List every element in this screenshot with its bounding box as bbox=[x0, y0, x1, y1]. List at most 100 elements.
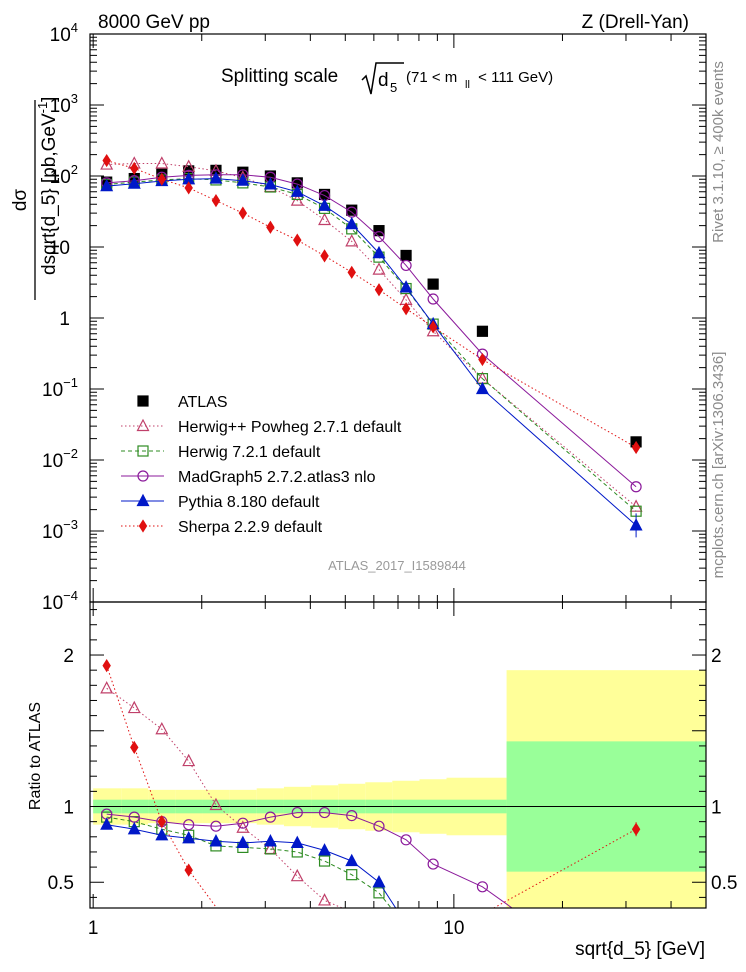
series-line bbox=[106, 812, 513, 908]
plot-title: Splitting scale d 5 (71 < m ll < 111 GeV… bbox=[221, 62, 553, 95]
ylabel-num: dσ bbox=[10, 189, 31, 212]
y-tick-label: 10 bbox=[49, 238, 70, 259]
ratio-point bbox=[184, 863, 193, 877]
ratio-point bbox=[427, 858, 439, 870]
legend-item-herwig-7-2-1-default: Herwig 7.2.1 default bbox=[121, 444, 321, 461]
x-tick-label: 1 bbox=[88, 918, 99, 939]
ratio-point bbox=[102, 659, 111, 673]
data-point bbox=[400, 249, 412, 262]
legend-marker bbox=[137, 445, 149, 457]
legend-marker bbox=[136, 493, 150, 507]
legend-item-sherpa-2-2-9-default: Sherpa 2.2.9 default bbox=[121, 519, 323, 536]
data-point bbox=[426, 323, 440, 337]
data-point bbox=[266, 220, 275, 234]
ratio-point bbox=[209, 797, 223, 811]
ratio-point bbox=[155, 827, 169, 841]
data-point bbox=[373, 225, 385, 237]
title-main: Splitting scale bbox=[221, 66, 338, 87]
data-point bbox=[427, 278, 439, 290]
y-tick-label: 1 bbox=[59, 309, 70, 330]
data-point bbox=[630, 481, 642, 493]
data-point bbox=[184, 181, 193, 195]
main-ylabel: dσ dsqrt{d_5} [pb,GeV-1] bbox=[10, 97, 60, 300]
title-range-end: < 111 GeV) bbox=[474, 69, 553, 86]
ratio-point bbox=[182, 753, 196, 767]
data-point bbox=[478, 352, 487, 367]
ratio-point bbox=[183, 819, 195, 831]
y-tick-label: 10−2 bbox=[42, 446, 78, 472]
series-line bbox=[106, 687, 343, 908]
y-tick-label: 10−4 bbox=[42, 588, 78, 614]
legend-marker bbox=[137, 470, 149, 482]
data-point bbox=[372, 262, 386, 275]
ratio-point bbox=[318, 893, 332, 906]
y-tick-label: 10−3 bbox=[42, 517, 78, 543]
ratio-point bbox=[237, 817, 249, 829]
legend-label: ATLAS bbox=[178, 394, 228, 411]
main-plot: 10−4 10−3 10−2 10−1 1 10 102 103 104 bbox=[42, 20, 707, 614]
ratio-point bbox=[345, 853, 359, 867]
legend-marker bbox=[138, 519, 148, 533]
ratio-point bbox=[291, 806, 303, 819]
legend-marker bbox=[137, 395, 149, 407]
legend-label: Herwig 7.2.1 default bbox=[178, 444, 321, 461]
legend-item-herwig-powheg-2-7-1-default: Herwig++ Powheg 2.7.1 default bbox=[121, 418, 402, 436]
ratio-point bbox=[318, 855, 331, 867]
ratio-point bbox=[100, 817, 114, 830]
ratio-point bbox=[318, 843, 332, 856]
data-point bbox=[290, 184, 304, 197]
ratio-point bbox=[210, 820, 222, 832]
legend-marker bbox=[136, 418, 150, 432]
data-point bbox=[374, 283, 384, 297]
legend-label: Herwig++ Powheg 2.7.1 default bbox=[178, 419, 402, 436]
ratio-point bbox=[290, 835, 304, 848]
legend-label: Sherpa 2.2.9 default bbox=[178, 519, 323, 536]
data-point bbox=[157, 172, 167, 186]
ratio-point bbox=[264, 811, 277, 823]
data-point bbox=[318, 198, 332, 211]
ratio-point bbox=[209, 834, 223, 847]
ratio-y-tick-label-left: 2 bbox=[63, 646, 74, 667]
ratio-point bbox=[157, 815, 167, 829]
data-point bbox=[209, 171, 223, 184]
series-line bbox=[493, 828, 637, 908]
header-right: Z (Drell-Yan) bbox=[582, 12, 689, 33]
ratio-point bbox=[476, 881, 489, 893]
legend-item-pythia-8-180-default: Pythia 8.180 default bbox=[121, 493, 320, 511]
legend-item-atlas: ATLAS bbox=[137, 394, 228, 411]
data-point bbox=[399, 280, 413, 293]
sqrt-sign bbox=[361, 62, 404, 95]
y-tick-label: 10−1 bbox=[42, 375, 78, 401]
ratio-point bbox=[400, 834, 412, 846]
main-frame bbox=[89, 33, 707, 603]
data-point bbox=[401, 302, 411, 316]
ylabel-den: dsqrt{d_5} [pb,GeV-1] bbox=[35, 97, 60, 275]
ratio-series bbox=[100, 659, 641, 908]
legend-item-madgraph5-2-7-2-atlas3-nlo: MadGraph5 2.7.2.atlas3 nlo bbox=[121, 469, 376, 486]
data-point bbox=[373, 231, 385, 243]
ratio-point bbox=[373, 887, 385, 899]
data-point bbox=[400, 259, 412, 272]
data-point bbox=[345, 216, 359, 230]
series-line bbox=[106, 665, 218, 908]
data-point bbox=[318, 212, 332, 226]
series-line bbox=[106, 174, 637, 488]
data-point bbox=[476, 325, 489, 337]
ratio-point bbox=[346, 809, 358, 822]
data-point bbox=[345, 234, 359, 247]
ratio-point bbox=[155, 721, 169, 735]
title-range: (71 < m bbox=[406, 69, 457, 86]
ratio-frame bbox=[89, 601, 707, 909]
ratio-point bbox=[130, 740, 139, 755]
series-sherpa-2-2-9-default bbox=[102, 153, 641, 455]
series-madgraph5-2-7-2-atlas3-nlo bbox=[101, 169, 642, 493]
ratio-y-tick-label-right: 0.5 bbox=[711, 873, 737, 894]
data-point bbox=[211, 194, 221, 208]
ratio-point bbox=[290, 868, 304, 882]
y-tick-label: 103 bbox=[50, 91, 78, 117]
ratio-plot: 0.5 0.5 1 1 2 2 1 10 bbox=[48, 601, 737, 939]
x-tick-label: 10 bbox=[443, 918, 464, 939]
ratio-point bbox=[100, 681, 114, 694]
title-sym: d bbox=[378, 70, 389, 91]
